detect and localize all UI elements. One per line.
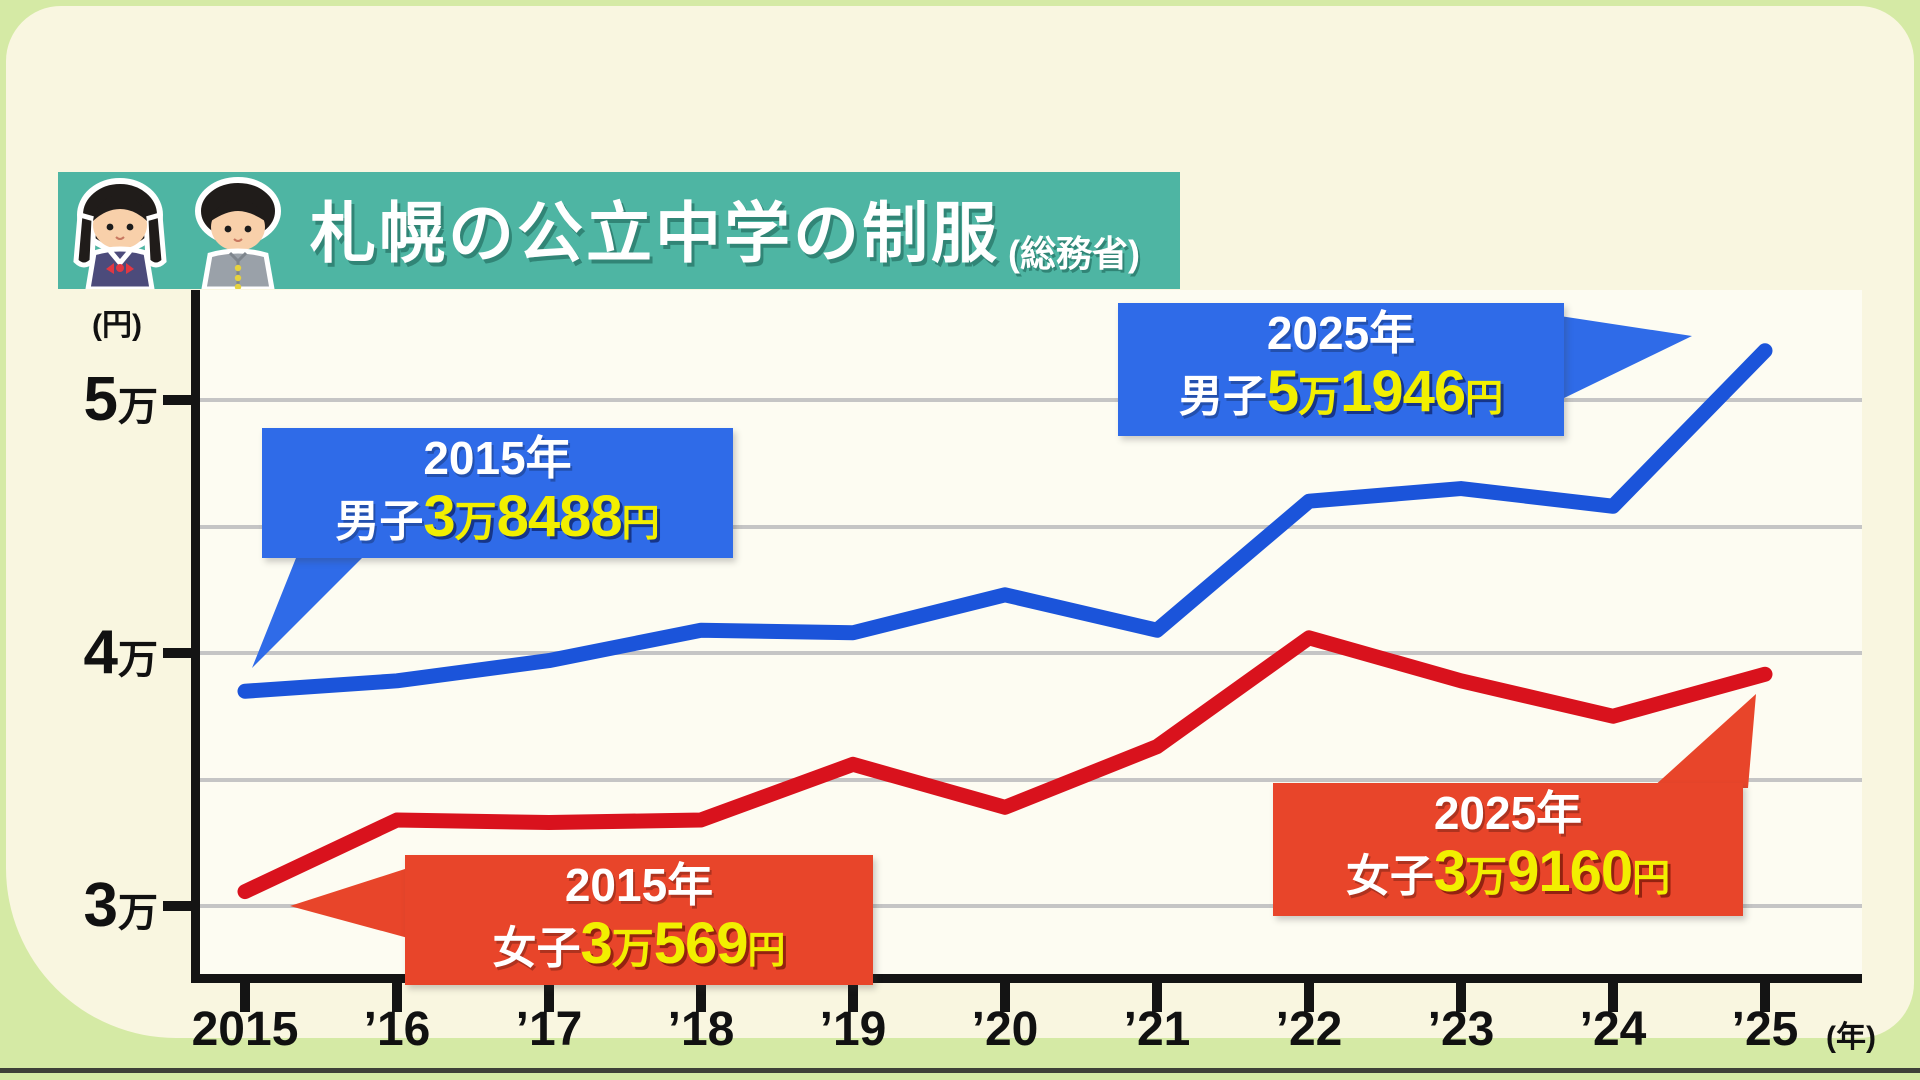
x-label-2021: ’21 [1123, 1003, 1191, 1056]
callout-amount: 8488 [496, 484, 623, 549]
y-label-unit: 万 [118, 638, 158, 682]
girl-illustration [73, 178, 167, 289]
callout-series-label: 男子 [335, 497, 424, 546]
callout-wan-unit: 万 [454, 498, 497, 545]
y-axis-line [191, 290, 200, 982]
x-tick-2021 [1152, 983, 1162, 1012]
x-tick-2023 [1456, 983, 1466, 1012]
x-tick-2024 [1608, 983, 1618, 1012]
x-tick-2022 [1304, 983, 1314, 1012]
callout-value: 女子3万569円 [405, 912, 873, 991]
x-label-2023: ’23 [1427, 1003, 1495, 1056]
callout-amount: 5 [1266, 359, 1299, 424]
x-tick-2015 [240, 983, 250, 1012]
page-title: 札幌の公立中学の制服 [310, 196, 1000, 270]
callout-value: 女子3万9160円 [1273, 840, 1743, 919]
x-axis-line [191, 974, 1862, 983]
callout-girls-2015: 2015年 女子3万569円 [405, 855, 873, 985]
source-note: (総務省) [1008, 233, 1140, 274]
callout-girls-2025: 2025年 女子3万9160円 [1273, 783, 1743, 916]
callout-year: 2015年 [423, 432, 572, 484]
callout-wan-unit: 万 [1298, 373, 1341, 420]
y-label-30000: 3万 [28, 870, 158, 942]
callout-yen-unit: 円 [621, 503, 660, 545]
bottom-border-line [0, 1068, 1920, 1073]
callout-year: 2015年 [564, 859, 714, 911]
callout-series-label: 女子 [492, 924, 581, 973]
y-label-number: 5 [83, 365, 118, 434]
x-tick-2018 [696, 983, 706, 1012]
x-axis-unit: (年) [1826, 1021, 1876, 1054]
y-label-unit: 万 [118, 891, 158, 935]
callout-amount: 3 [1433, 839, 1466, 904]
gridline-30000 [200, 904, 1862, 908]
y-tick-50000 [163, 395, 200, 405]
x-tick-2016 [392, 983, 402, 1012]
callout-year: 2025年 [1266, 307, 1416, 359]
y-label-50000: 5万 [28, 364, 158, 436]
x-label-2015: 2015 [191, 1003, 299, 1056]
x-label-2025: ’25 [1731, 1003, 1799, 1056]
x-label-2017: ’17 [515, 1003, 583, 1056]
x-tick-2017 [544, 983, 554, 1012]
callout-yen-unit: 円 [1632, 858, 1671, 900]
y-label-40000: 4万 [28, 617, 158, 689]
callout-yen-unit: 円 [1465, 378, 1504, 420]
x-label-2019: ’19 [819, 1003, 887, 1056]
x-tick-2019 [848, 983, 858, 1012]
y-tick-40000 [163, 648, 200, 658]
gridline-50000 [200, 398, 1862, 402]
callout-value: 男子3万8488円 [262, 485, 733, 564]
y-label-unit: 万 [118, 385, 158, 429]
x-label-2024: ’24 [1579, 1003, 1647, 1056]
callout-amount: 9160 [1507, 839, 1633, 904]
y-label-number: 4 [83, 618, 118, 687]
x-tick-2020 [1000, 983, 1010, 1012]
callout-boys-2025: 2025年 男子5万1946円 [1118, 303, 1564, 436]
callout-wan-unit: 万 [611, 925, 654, 972]
x-label-2016: ’16 [363, 1003, 431, 1056]
x-label-2018: ’18 [667, 1003, 735, 1056]
gridline-40000 [200, 651, 1862, 655]
callout-amount: 3 [423, 484, 455, 549]
x-label-2020: ’20 [971, 1003, 1039, 1056]
y-axis-unit: (円) [92, 309, 142, 342]
callout-amount: 3 [580, 911, 612, 976]
callout-wan-unit: 万 [1465, 853, 1508, 900]
callout-series-label: 女子 [1345, 852, 1434, 901]
callout-boys-2015: 2015年 男子3万8488円 [262, 428, 733, 558]
callout-year: 2025年 [1433, 787, 1583, 839]
y-label-number: 3 [83, 871, 118, 940]
students-illustration [73, 177, 281, 289]
callout-series-label: 男子 [1178, 372, 1267, 421]
callout-amount: 1946 [1340, 359, 1466, 424]
gridline-35000 [200, 777, 1862, 782]
callout-amount: 569 [653, 911, 749, 976]
callout-value: 男子5万1946円 [1118, 360, 1564, 439]
y-tick-30000 [163, 901, 200, 911]
x-tick-2025 [1760, 983, 1770, 1012]
title-bar: 札幌の公立中学の制服 (総務省) [58, 172, 1180, 289]
boy-illustration [195, 177, 281, 289]
title-text: 札幌の公立中学の制服 (総務省) [310, 183, 1140, 283]
x-label-2022: ’22 [1275, 1003, 1343, 1056]
callout-yen-unit: 円 [747, 930, 786, 972]
